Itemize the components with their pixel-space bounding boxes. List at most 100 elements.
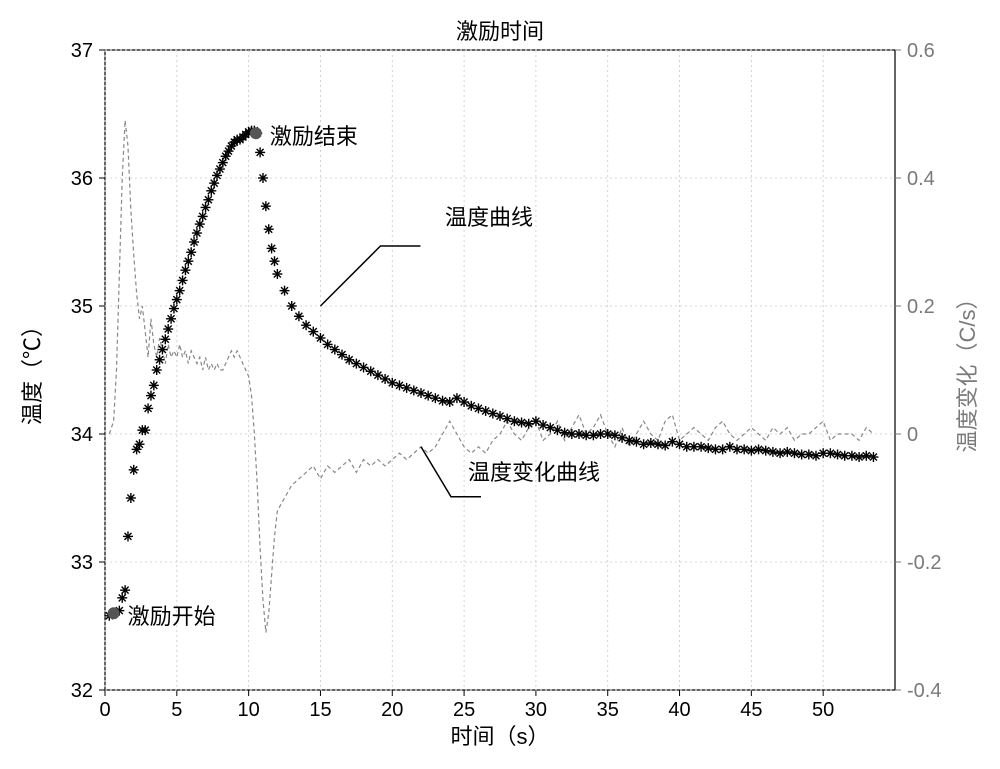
leader-temp (320, 246, 420, 306)
marker-asterisk (833, 449, 843, 459)
marker-asterisk (337, 350, 347, 360)
marker-asterisk (509, 416, 519, 426)
marker-asterisk (203, 195, 213, 205)
marker-asterisk (198, 211, 208, 221)
marker-asterisk (574, 429, 584, 439)
marker-asterisk (495, 411, 505, 421)
marker-asterisk (481, 406, 491, 416)
marker-asterisk (172, 295, 182, 305)
marker-asterisk (140, 425, 150, 435)
marker-asterisk (183, 256, 193, 266)
marker-asterisk (675, 439, 685, 449)
xtick-label: 40 (668, 699, 690, 721)
marker-asterisk (180, 265, 190, 275)
marker-asterisk (163, 324, 173, 334)
marker-asterisk (502, 414, 512, 424)
xtick-label: 30 (525, 699, 547, 721)
marker-asterisk (725, 442, 735, 452)
marker-asterisk (294, 311, 304, 321)
marker-asterisk (624, 435, 634, 445)
marker-asterisk (811, 451, 821, 461)
ytick-left-label: 33 (71, 552, 93, 574)
marker-asterisk (192, 228, 202, 238)
xlabel: 时间（s） (450, 724, 549, 749)
marker-asterisk (560, 428, 570, 438)
marker-asterisk (272, 269, 282, 279)
annot-excite-start: 激励开始 (128, 599, 216, 631)
marker-asterisk (287, 301, 297, 311)
marker-asterisk (610, 430, 620, 440)
marker-asterisk (775, 448, 785, 458)
xtick-label: 45 (740, 699, 762, 721)
marker-asterisk (409, 385, 419, 395)
marker-asterisk (189, 237, 199, 247)
marker-asterisk (825, 448, 835, 458)
marker-asterisk (258, 173, 268, 183)
marker-asterisk (423, 391, 433, 401)
ytick-left-label: 35 (71, 296, 93, 318)
annot-temp-curve: 温度曲线 (445, 200, 533, 232)
marker-asterisk (696, 442, 706, 452)
marker-asterisk (169, 304, 179, 314)
ytick-right-label: -0.2 (907, 552, 941, 574)
marker-asterisk (120, 585, 130, 595)
ytick-left-label: 36 (71, 168, 93, 190)
annot-rate-curve: 温度变化曲线 (468, 455, 600, 487)
marker-asterisk (323, 339, 333, 349)
xtick-label: 20 (381, 699, 403, 721)
ylabel-right: 温度变化（C/s） (955, 287, 980, 452)
series-rate (109, 120, 873, 632)
marker-asterisk (175, 286, 185, 296)
marker-asterisk (646, 438, 656, 448)
marker-asterisk (761, 446, 771, 456)
annot-excite-end: 激励结束 (270, 119, 358, 151)
ytick-right-label: 0.4 (907, 168, 935, 190)
marker-asterisk (703, 443, 713, 453)
marker-asterisk (854, 452, 864, 462)
xtick-label: 10 (238, 699, 260, 721)
marker-asterisk (157, 345, 167, 355)
marker-asterisk (768, 447, 778, 457)
ylabel-left: 温度（℃） (20, 315, 45, 425)
marker-asterisk (146, 391, 156, 401)
marker-asterisk (639, 439, 649, 449)
marker-asterisk (255, 147, 265, 157)
marker-asterisk (129, 465, 139, 475)
marker-asterisk (603, 429, 613, 439)
marker-asterisk (123, 531, 133, 541)
chart-container: 05101520253035404550323334353637-0.4-0.2… (0, 0, 1000, 769)
marker-asterisk (416, 388, 426, 398)
marker-asterisk (280, 286, 290, 296)
marker-asterisk (264, 224, 274, 234)
marker-asterisk (617, 433, 627, 443)
marker-asterisk (746, 446, 756, 456)
marker-asterisk (143, 403, 153, 413)
marker-asterisk (178, 275, 188, 285)
marker-asterisk (552, 425, 562, 435)
marker-asterisk (186, 247, 196, 257)
xtick-label: 35 (597, 699, 619, 721)
marker-asterisk (134, 439, 144, 449)
ytick-right-label: 0.2 (907, 296, 935, 318)
marker-asterisk (667, 437, 677, 447)
plot-box (105, 50, 895, 690)
marker-asterisk (588, 430, 598, 440)
marker-asterisk (631, 437, 641, 447)
xtick-label: 5 (171, 699, 182, 721)
marker-asterisk (488, 409, 498, 419)
marker-asterisk (545, 423, 555, 433)
marker-asterisk (438, 396, 448, 406)
marker-asterisk (653, 439, 663, 449)
marker-asterisk (394, 380, 404, 390)
xtick-label: 15 (309, 699, 331, 721)
xtick-label: 50 (812, 699, 834, 721)
marker-asterisk (330, 345, 340, 355)
marker-asterisk (160, 334, 170, 344)
marker-asterisk (782, 447, 792, 457)
marker-asterisk (804, 449, 814, 459)
marker-asterisk (847, 451, 857, 461)
chart-title: 激励时间 (0, 14, 1000, 46)
xtick-label: 0 (99, 699, 110, 721)
xtick-label: 25 (453, 699, 475, 721)
marker-asterisk (261, 201, 271, 211)
